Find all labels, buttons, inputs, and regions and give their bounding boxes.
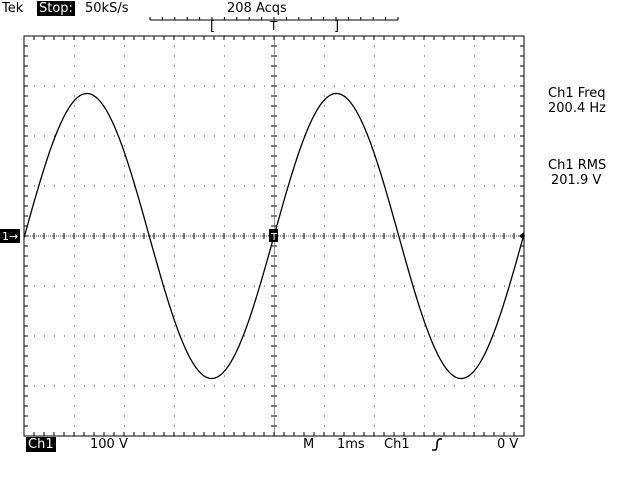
brand-label: Tek (2, 1, 24, 16)
trigger-level: 0 V (497, 437, 519, 452)
channel-indicator: Ch1 (26, 437, 56, 452)
trigger-level-arrow (519, 232, 524, 240)
acquisition-status: Stop: (37, 1, 75, 16)
trigger-position-label: T (269, 19, 278, 33)
time-scale: 1ms (337, 437, 365, 452)
vertical-scale: 100 V (90, 437, 128, 452)
trigger-source: Ch1 (384, 437, 410, 452)
acquisition-count: 208 Acqs (227, 1, 287, 16)
rising-edge-icon (430, 437, 444, 456)
record-bracket-right: ] (334, 19, 339, 34)
measurement-freq-label: Ch1 Freq (548, 86, 606, 101)
measurement-freq-value: 200.4 Hz (548, 101, 606, 116)
measurement-rms-value: 201.9 V (551, 173, 602, 188)
trigger-marker-box (269, 229, 278, 242)
measurement-rms-label: Ch1 RMS (548, 158, 607, 173)
sample-rate: 50kS/s (85, 1, 129, 16)
ground-marker-box (0, 229, 20, 243)
trigger-marker-label: T (270, 232, 278, 243)
record-bracket-left: [ (210, 19, 215, 34)
record-window-bar (149, 17, 399, 21)
ground-marker-label: 1→ (2, 230, 18, 243)
horizontal-mode: M (303, 437, 315, 452)
